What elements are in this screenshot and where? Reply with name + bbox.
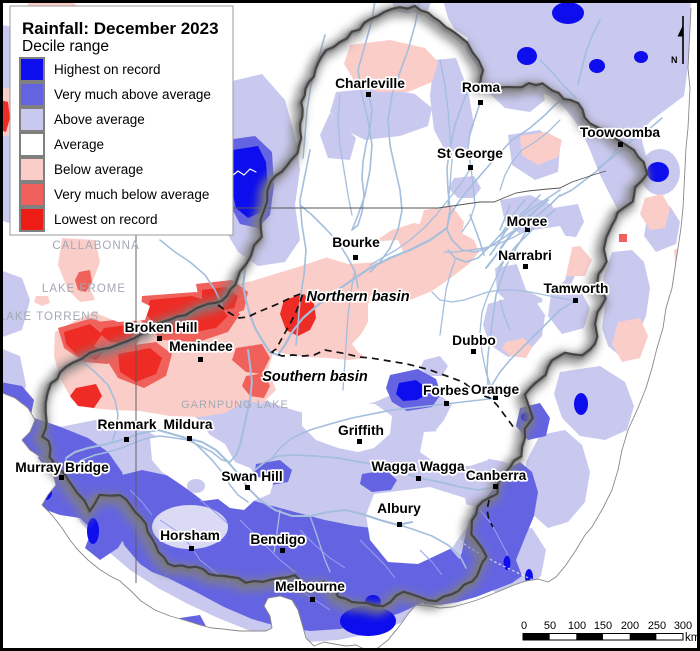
svg-text:Charleville: Charleville: [335, 76, 405, 91]
svg-text:Below average: Below average: [54, 162, 143, 177]
svg-text:Decile range: Decile range: [22, 38, 109, 55]
svg-text:Southern basin: Southern basin: [262, 369, 368, 385]
svg-text:Toowoomba: Toowoomba: [580, 125, 661, 140]
svg-text:Canberra: Canberra: [466, 468, 527, 483]
svg-text:LAKE FROME: LAKE FROME: [42, 283, 126, 295]
svg-text:50: 50: [544, 620, 556, 632]
svg-text:150: 150: [594, 620, 612, 632]
svg-text:200: 200: [621, 620, 639, 632]
svg-text:Albury: Albury: [377, 501, 421, 516]
svg-text:300: 300: [674, 620, 692, 632]
svg-text:Swan Hill: Swan Hill: [221, 469, 282, 484]
svg-text:Tamworth: Tamworth: [544, 281, 609, 296]
svg-text:Average: Average: [54, 137, 104, 152]
svg-text:Murray Bridge: Murray Bridge: [15, 460, 109, 475]
svg-text:250: 250: [648, 620, 666, 632]
svg-text:Roma: Roma: [462, 80, 501, 95]
svg-text:0: 0: [521, 620, 527, 632]
svg-text:Melbourne: Melbourne: [275, 579, 345, 594]
svg-text:Dubbo: Dubbo: [452, 333, 496, 348]
svg-text:Highest on record: Highest on record: [54, 62, 161, 77]
svg-text:Above average: Above average: [54, 112, 145, 127]
svg-text:Renmark: Renmark: [97, 417, 156, 432]
svg-text:Very much above average: Very much above average: [54, 87, 211, 102]
svg-text:Wagga Wagga: Wagga Wagga: [371, 459, 465, 474]
svg-text:St George: St George: [437, 146, 503, 161]
svg-text:N: N: [671, 55, 678, 65]
svg-text:Rainfall: December 2023: Rainfall: December 2023: [22, 19, 219, 38]
svg-text:GARNPUNG LAKE: GARNPUNG LAKE: [181, 399, 289, 411]
svg-text:Lowest on record: Lowest on record: [54, 212, 158, 227]
svg-text:Forbes: Forbes: [423, 383, 469, 398]
svg-text:Narrabri: Narrabri: [498, 248, 552, 263]
svg-text:Menindee: Menindee: [169, 339, 233, 354]
svg-text:Horsham: Horsham: [160, 528, 220, 543]
svg-text:Orange: Orange: [471, 382, 520, 397]
svg-text:Moree: Moree: [507, 214, 548, 229]
svg-text:Griffith: Griffith: [338, 423, 384, 438]
svg-text:LAKE TORRENS: LAKE TORRENS: [0, 311, 99, 323]
svg-text:100: 100: [568, 620, 586, 632]
svg-text:CALLABONNA: CALLABONNA: [52, 240, 139, 252]
svg-text:Bendigo: Bendigo: [250, 532, 305, 547]
svg-text:Northern basin: Northern basin: [306, 289, 409, 305]
svg-text:km: km: [685, 632, 700, 644]
svg-text:Bourke: Bourke: [332, 235, 380, 250]
svg-text:Very much below average: Very much below average: [54, 187, 209, 202]
svg-text:Broken Hill: Broken Hill: [125, 320, 198, 335]
svg-text:Mildura: Mildura: [163, 417, 212, 432]
